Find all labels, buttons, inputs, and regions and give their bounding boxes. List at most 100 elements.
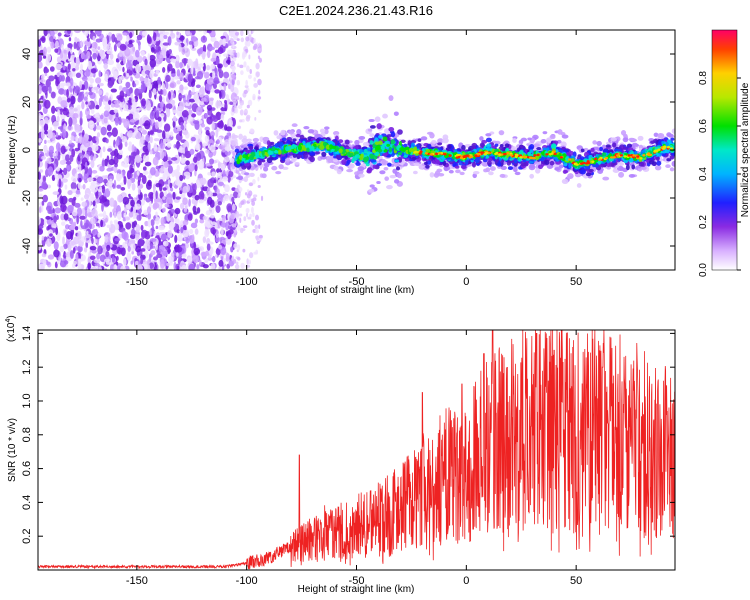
- heatmap-noise-cell: [110, 154, 114, 161]
- heatmap-noise-cell: [38, 170, 41, 180]
- heatmap-noise-cell: [220, 222, 227, 228]
- heatmap-noise-cell: [93, 259, 101, 264]
- heatmap-noise-cell: [178, 35, 185, 41]
- heatmap-trace-cell: [257, 160, 262, 166]
- heatmap-noise-cell: [38, 158, 41, 168]
- heatmap-noise-cell: [194, 164, 198, 172]
- heatmap-trace-cell: [276, 135, 282, 140]
- heatmap-noise-cell: [57, 32, 62, 37]
- heatmap-noise-cell: [118, 85, 123, 91]
- heatmap-noise-cell: [38, 85, 42, 95]
- heatmap-noise-cell: [207, 178, 214, 188]
- heatmap-trace-cell: [393, 111, 399, 116]
- heatmap-noise-cell: [41, 35, 46, 44]
- heatmap-noise-cell: [97, 232, 101, 238]
- heatmap-noise-cell: [223, 156, 230, 163]
- spectrogram-heatmap: [38, 30, 675, 270]
- heatmap-noise-cell: [215, 100, 222, 109]
- heatmap-noise-cell: [90, 159, 95, 169]
- heatmap-noise-cell: [132, 46, 136, 52]
- heatmap-noise-cell: [80, 197, 84, 201]
- heatmap-noise-cell: [181, 253, 187, 258]
- heatmap-noise-cell: [144, 70, 150, 75]
- heatmap-noise-cell: [140, 50, 145, 57]
- heatmap-noise-cell: [68, 197, 74, 203]
- heatmap-noise-cell: [102, 146, 106, 153]
- heatmap-noise-cell: [121, 86, 129, 92]
- heatmap-trace-cell: [236, 176, 243, 180]
- heatmap-noise-cell: [104, 73, 108, 81]
- heatmap-noise-cell: [66, 97, 71, 103]
- heatmap-noise-cell: [107, 80, 113, 89]
- heatmap-noise-cell: [72, 221, 77, 226]
- heatmap-noise-cell: [98, 191, 102, 197]
- heatmap-noise-cell: [91, 169, 98, 174]
- heatmap-noise-cell: [96, 122, 100, 127]
- heatmap-trace-cell: [549, 160, 555, 166]
- heatmap-noise-cell: [77, 230, 82, 240]
- heatmap-noise-cell: [232, 41, 235, 48]
- heatmap-noise-cell: [82, 183, 86, 190]
- heatmap-noise-cell: [134, 260, 139, 266]
- heatmap-noise-cell: [149, 243, 154, 250]
- heatmap-noise-cell: [75, 57, 80, 67]
- heatmap-noise-cell: [74, 65, 80, 71]
- heatmap-noise-cell: [170, 187, 174, 192]
- heatmap-noise-cell: [252, 197, 257, 202]
- heatmap-noise-cell: [223, 194, 230, 202]
- heatmap-noise-cell: [103, 258, 111, 263]
- heatmap-noise-cell: [248, 74, 252, 79]
- heatmap-noise-cell: [248, 259, 251, 265]
- heatmap-noise-cell: [192, 255, 199, 264]
- heatmap-noise-cell: [255, 249, 258, 255]
- heatmap-noise-cell: [53, 241, 59, 250]
- heatmap-noise-cell: [221, 176, 229, 182]
- heatmap-noise-cell: [220, 246, 227, 256]
- heatmap-noise-cell: [162, 66, 166, 73]
- heatmap-noise-cell: [97, 245, 103, 255]
- heatmap-noise-cell: [64, 224, 70, 230]
- heatmap-noise-cell: [198, 119, 203, 124]
- heatmap-noise-cell: [99, 114, 104, 120]
- heatmap-noise-cell: [55, 150, 59, 157]
- heatmap-noise-cell: [178, 89, 183, 94]
- heatmap-noise-cell: [163, 123, 171, 133]
- heatmap-noise-cell: [82, 146, 88, 152]
- heatmap-noise-cell: [238, 187, 243, 192]
- heatmap-noise-cell: [205, 149, 210, 154]
- heatmap-noise-cell: [239, 109, 244, 116]
- heatmap-noise-cell: [66, 30, 72, 34]
- heatmap-noise-cell: [232, 140, 237, 145]
- heatmap-noise-cell: [254, 117, 257, 121]
- heatmap-trace-cell: [261, 173, 267, 179]
- heatmap-noise-cell: [150, 250, 156, 256]
- heatmap-noise-cell: [77, 245, 83, 253]
- heatmap-noise-cell: [99, 165, 105, 172]
- heatmap-noise-cell: [245, 48, 249, 53]
- heatmap-noise-cell: [153, 137, 160, 142]
- heatmap-noise-cell: [45, 261, 51, 266]
- heatmap-noise-cell: [248, 54, 251, 60]
- heatmap-noise-cell: [256, 241, 261, 244]
- heatmap-noise-cell: [204, 71, 210, 79]
- heatmap-noise-cell: [122, 196, 130, 205]
- heatmap-noise-cell: [80, 185, 83, 189]
- heatmap-noise-cell: [103, 63, 108, 70]
- heatmap-noise-cell: [139, 237, 143, 247]
- heatmap-noise-cell: [81, 201, 88, 207]
- heatmap-noise-cell: [176, 128, 182, 132]
- heatmap-noise-cell: [120, 265, 127, 270]
- heatmap-noise-cell: [215, 236, 221, 243]
- heatmap-noise-cell: [147, 103, 152, 108]
- heatmap-noise-cell: [163, 149, 167, 157]
- heatmap-noise-cell: [83, 173, 89, 184]
- heatmap-noise-cell: [190, 36, 198, 42]
- heatmap-noise-cell: [130, 260, 134, 265]
- heatmap-noise-cell: [88, 83, 93, 88]
- heatmap-trace-cell: [436, 168, 443, 173]
- heatmap-noise-cell: [149, 58, 157, 68]
- heatmap-noise-cell: [225, 126, 233, 132]
- heatmap-noise-cell: [94, 198, 101, 204]
- heatmap-noise-cell: [215, 128, 219, 138]
- heatmap-noise-cell: [81, 136, 88, 145]
